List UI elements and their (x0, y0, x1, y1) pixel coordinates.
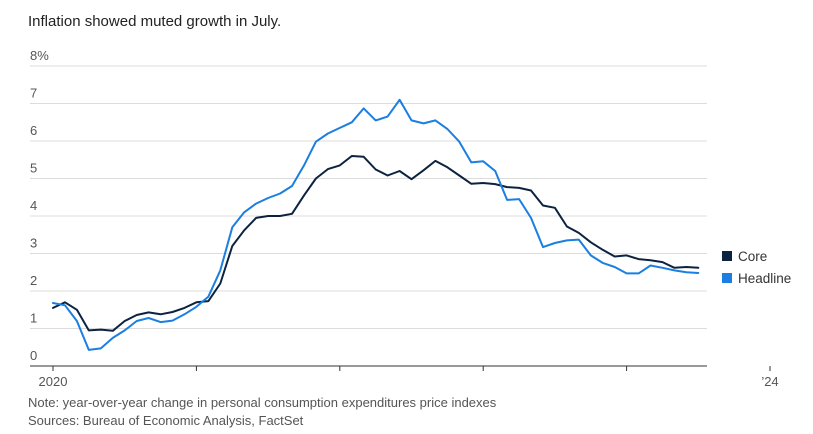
y-tick-label-6: 6 (30, 123, 37, 138)
legend-label-headline: Headline (738, 270, 792, 286)
x-axis: 2020 ’24 (30, 365, 779, 389)
y-tick-label-1: 1 (30, 311, 37, 326)
x-tick-label-5: ’24 (761, 374, 778, 389)
footnote: Note: year-over-year change in personal … (28, 394, 496, 429)
y-tick-label-7: 7 (30, 86, 37, 101)
y-tick-label-8: 8% (30, 48, 49, 63)
legend-item-headline: Headline (722, 267, 791, 289)
y-tick-label-4: 4 (30, 198, 37, 213)
legend-swatch-headline (722, 273, 732, 283)
y-tick-label-2: 2 (30, 273, 37, 288)
x-tick-label-0: 2020 (39, 374, 68, 389)
legend-label-core: Core (738, 248, 768, 264)
grid (30, 65, 707, 329)
series-line-core (52, 155, 700, 332)
legend-item-core: Core (722, 245, 791, 267)
chart-title: Inflation showed muted growth in July. (28, 13, 282, 30)
y-tick-label-3: 3 (30, 236, 37, 251)
source-text: Sources: Bureau of Economic Analysis, Fa… (28, 412, 304, 428)
y-tick-label-0: 0 (30, 348, 37, 363)
y-tick-label-5: 5 (30, 161, 37, 176)
series-lines (52, 98, 700, 351)
legend: Core Headline (722, 245, 791, 289)
series-line-headline (52, 98, 700, 351)
note-text: Note: year-over-year change in personal … (28, 395, 497, 410)
legend-swatch-core (722, 251, 732, 261)
y-axis-labels: 0 1 2 3 4 5 6 7 8% (30, 48, 49, 363)
